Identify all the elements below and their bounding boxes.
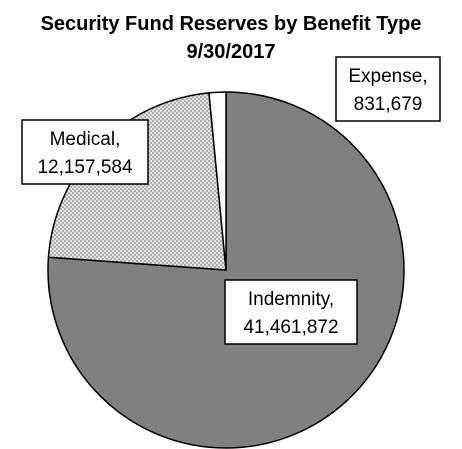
expense-label-value: 831,679: [354, 94, 423, 115]
medical-label-name: Medical: [50, 129, 115, 150]
expense-label-name: Expense: [348, 66, 422, 87]
pie-slice-indemnity: [47, 91, 405, 449]
indemnity-label-value: 41,461,872: [243, 317, 338, 338]
medical-label-value: 12,157,584: [37, 157, 133, 178]
data-label-expense: Expense, 831,679: [335, 56, 441, 122]
svg-text:Indemnity,: Indemnity,: [248, 289, 334, 310]
svg-text:Expense,: Expense,: [348, 66, 427, 87]
pie-slice-expense: [208, 91, 227, 271]
data-label-indemnity: Indemnity, 41,461,872: [224, 279, 358, 345]
chart-title: Security Fund Reserves by Benefit Type: [41, 13, 422, 35]
svg-text:Medical,: Medical,: [50, 129, 121, 150]
chart-subtitle: 9/30/2017: [187, 41, 276, 63]
indemnity-label-name: Indemnity: [248, 289, 331, 310]
data-label-medical: Medical, 12,157,584: [21, 119, 149, 185]
